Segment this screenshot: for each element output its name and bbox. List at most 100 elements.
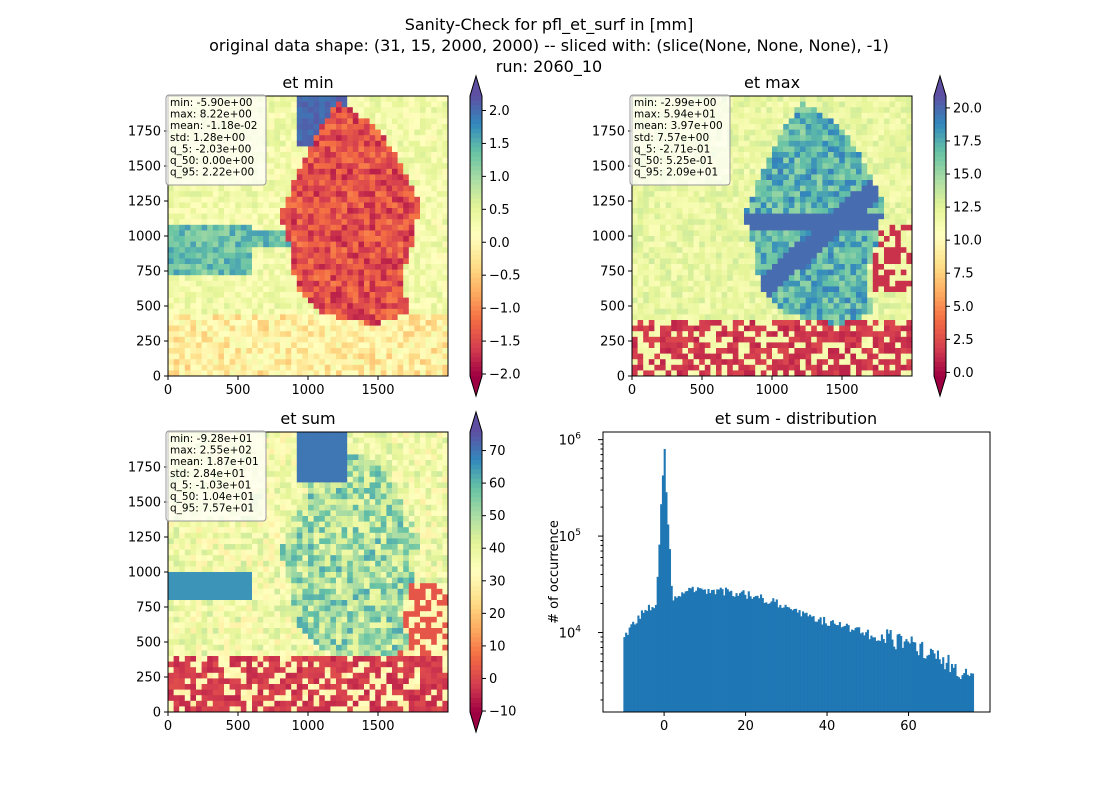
histogram-bar [931,649,934,712]
histogram-bar [788,607,791,712]
panel-title-distribution: et sum - distribution [715,409,877,428]
histogram-bar [968,676,971,712]
histogram-bar [898,633,901,712]
histogram-bar [849,631,852,712]
histogram-frame [602,431,991,713]
colorbar-tick-label: −10 [489,705,516,720]
histogram-bar [628,627,631,712]
colorbar-tick-label: 12.5 [953,201,982,216]
y-tick-label: 250 [600,335,625,350]
colorbar-tick-label: 20.0 [953,101,982,116]
y-tick-label: 500 [600,300,625,315]
histogram-bar [658,544,661,712]
x-tick-label: 0 [628,383,636,398]
y-tick-label: 750 [136,265,161,280]
y-tick-label: 1000 [128,566,161,581]
histogram-bar [703,589,707,712]
y-tick-label: 500 [136,300,161,315]
histogram-bar [957,677,961,712]
y-tick-label: 750 [600,265,625,280]
figure-title-line-1: Sanity-Check for pfl_et_surf in [mm] [405,15,694,35]
histogram-bar [903,641,906,712]
stats-line: std: 1.28e+00 [170,132,245,144]
histogram-bar [719,587,722,712]
histogram-bar [830,621,833,712]
panel-title-et-min: et min [282,73,333,92]
colorbar-tick-label: 10 [489,639,506,654]
y-tick-label: 1000 [128,230,161,245]
histogram-bar [707,588,710,712]
histogram-bar [691,586,694,712]
histogram-bar [826,625,829,712]
histogram-bar [623,637,626,712]
y-tick-label: 250 [136,671,161,686]
stats-line: std: 7.57e+00 [634,132,709,144]
colorbar-tick-label: −1.0 [489,302,521,317]
histogram-bar [763,602,766,712]
histogram-bar [935,658,938,712]
histogram-bar [737,595,740,712]
stats-line: q_50: 5.25e-01 [634,155,713,167]
x-tick-label: 0 [164,383,172,398]
histogram-bar [912,641,915,712]
stats-line: q_5: -2.71e-01 [634,143,710,155]
histogram-bar [714,594,717,712]
histogram-bar [749,596,752,712]
histogram-bar [640,610,643,712]
histogram-bar [905,639,908,712]
histogram-bar [653,608,656,712]
x-tick-label: 500 [226,719,251,734]
histogram-bar [814,621,817,712]
histogram-bar [851,629,854,712]
histogram-bar [901,647,904,712]
histogram-bar [663,448,666,712]
stats-line: mean: -1.18e-02 [170,120,257,132]
hist-y-axis-label: # of occurrence [547,520,562,624]
histogram-bar [964,668,968,712]
histogram-bar [717,589,721,712]
y-tick-label: 1500 [128,160,161,175]
histogram-bar [731,596,735,712]
y-tick-label: 0 [617,370,625,385]
x-tick-label: 1500 [361,383,394,398]
histogram-bar [835,624,838,712]
histogram-bar [786,606,789,712]
stats-line: q_5: -1.03e+01 [170,479,251,491]
histogram-bar [945,662,948,712]
histogram-bar [675,597,679,712]
histogram-bar [740,591,743,712]
histogram-bar [745,598,749,712]
x-tick-label: 0 [164,719,172,734]
x-tick-label: 1000 [755,383,788,398]
colorbar-tick-label: 2.5 [953,333,974,348]
histogram-bar [875,641,878,712]
colorbar-tick-label: 10.0 [953,234,982,249]
heatmap-et-max [632,96,913,377]
histogram-bar [824,623,827,712]
histogram-bar [947,654,950,712]
hist-x-tick-label: 0 [660,719,668,734]
histogram-bar [809,614,812,712]
axes-layer: 0 500 1000 150002505007501000125015001750mi… [128,74,991,734]
histogram-bar [765,602,768,712]
y-tick-label: 0 [153,370,161,385]
histogram-bar [742,590,745,712]
histogram-bar [954,664,957,712]
histogram-bar [695,590,698,712]
histogram-bar [821,624,824,712]
stats-line: min: -5.90e+00 [170,97,252,109]
histogram-bar [828,625,831,712]
histogram-bar [752,597,756,712]
stats-line: q_50: 0.00e+00 [170,155,254,167]
colorbar-tick-label: 60 [489,477,506,492]
x-tick-label: 500 [690,383,715,398]
stats-box [165,94,267,186]
histogram-bar [730,590,733,712]
histogram-bar [647,604,650,712]
histogram-bar [915,651,918,712]
histogram-bar [644,609,647,712]
histogram-bar [728,591,731,712]
histogram-bar [831,620,834,712]
histogram-bar [733,596,736,712]
stats-line: q_95: 7.57e+01 [170,503,254,515]
